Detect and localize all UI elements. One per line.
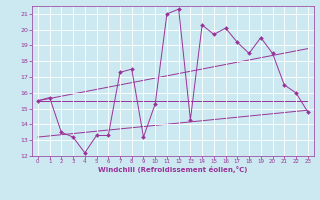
X-axis label: Windchill (Refroidissement éolien,°C): Windchill (Refroidissement éolien,°C) — [98, 166, 247, 173]
